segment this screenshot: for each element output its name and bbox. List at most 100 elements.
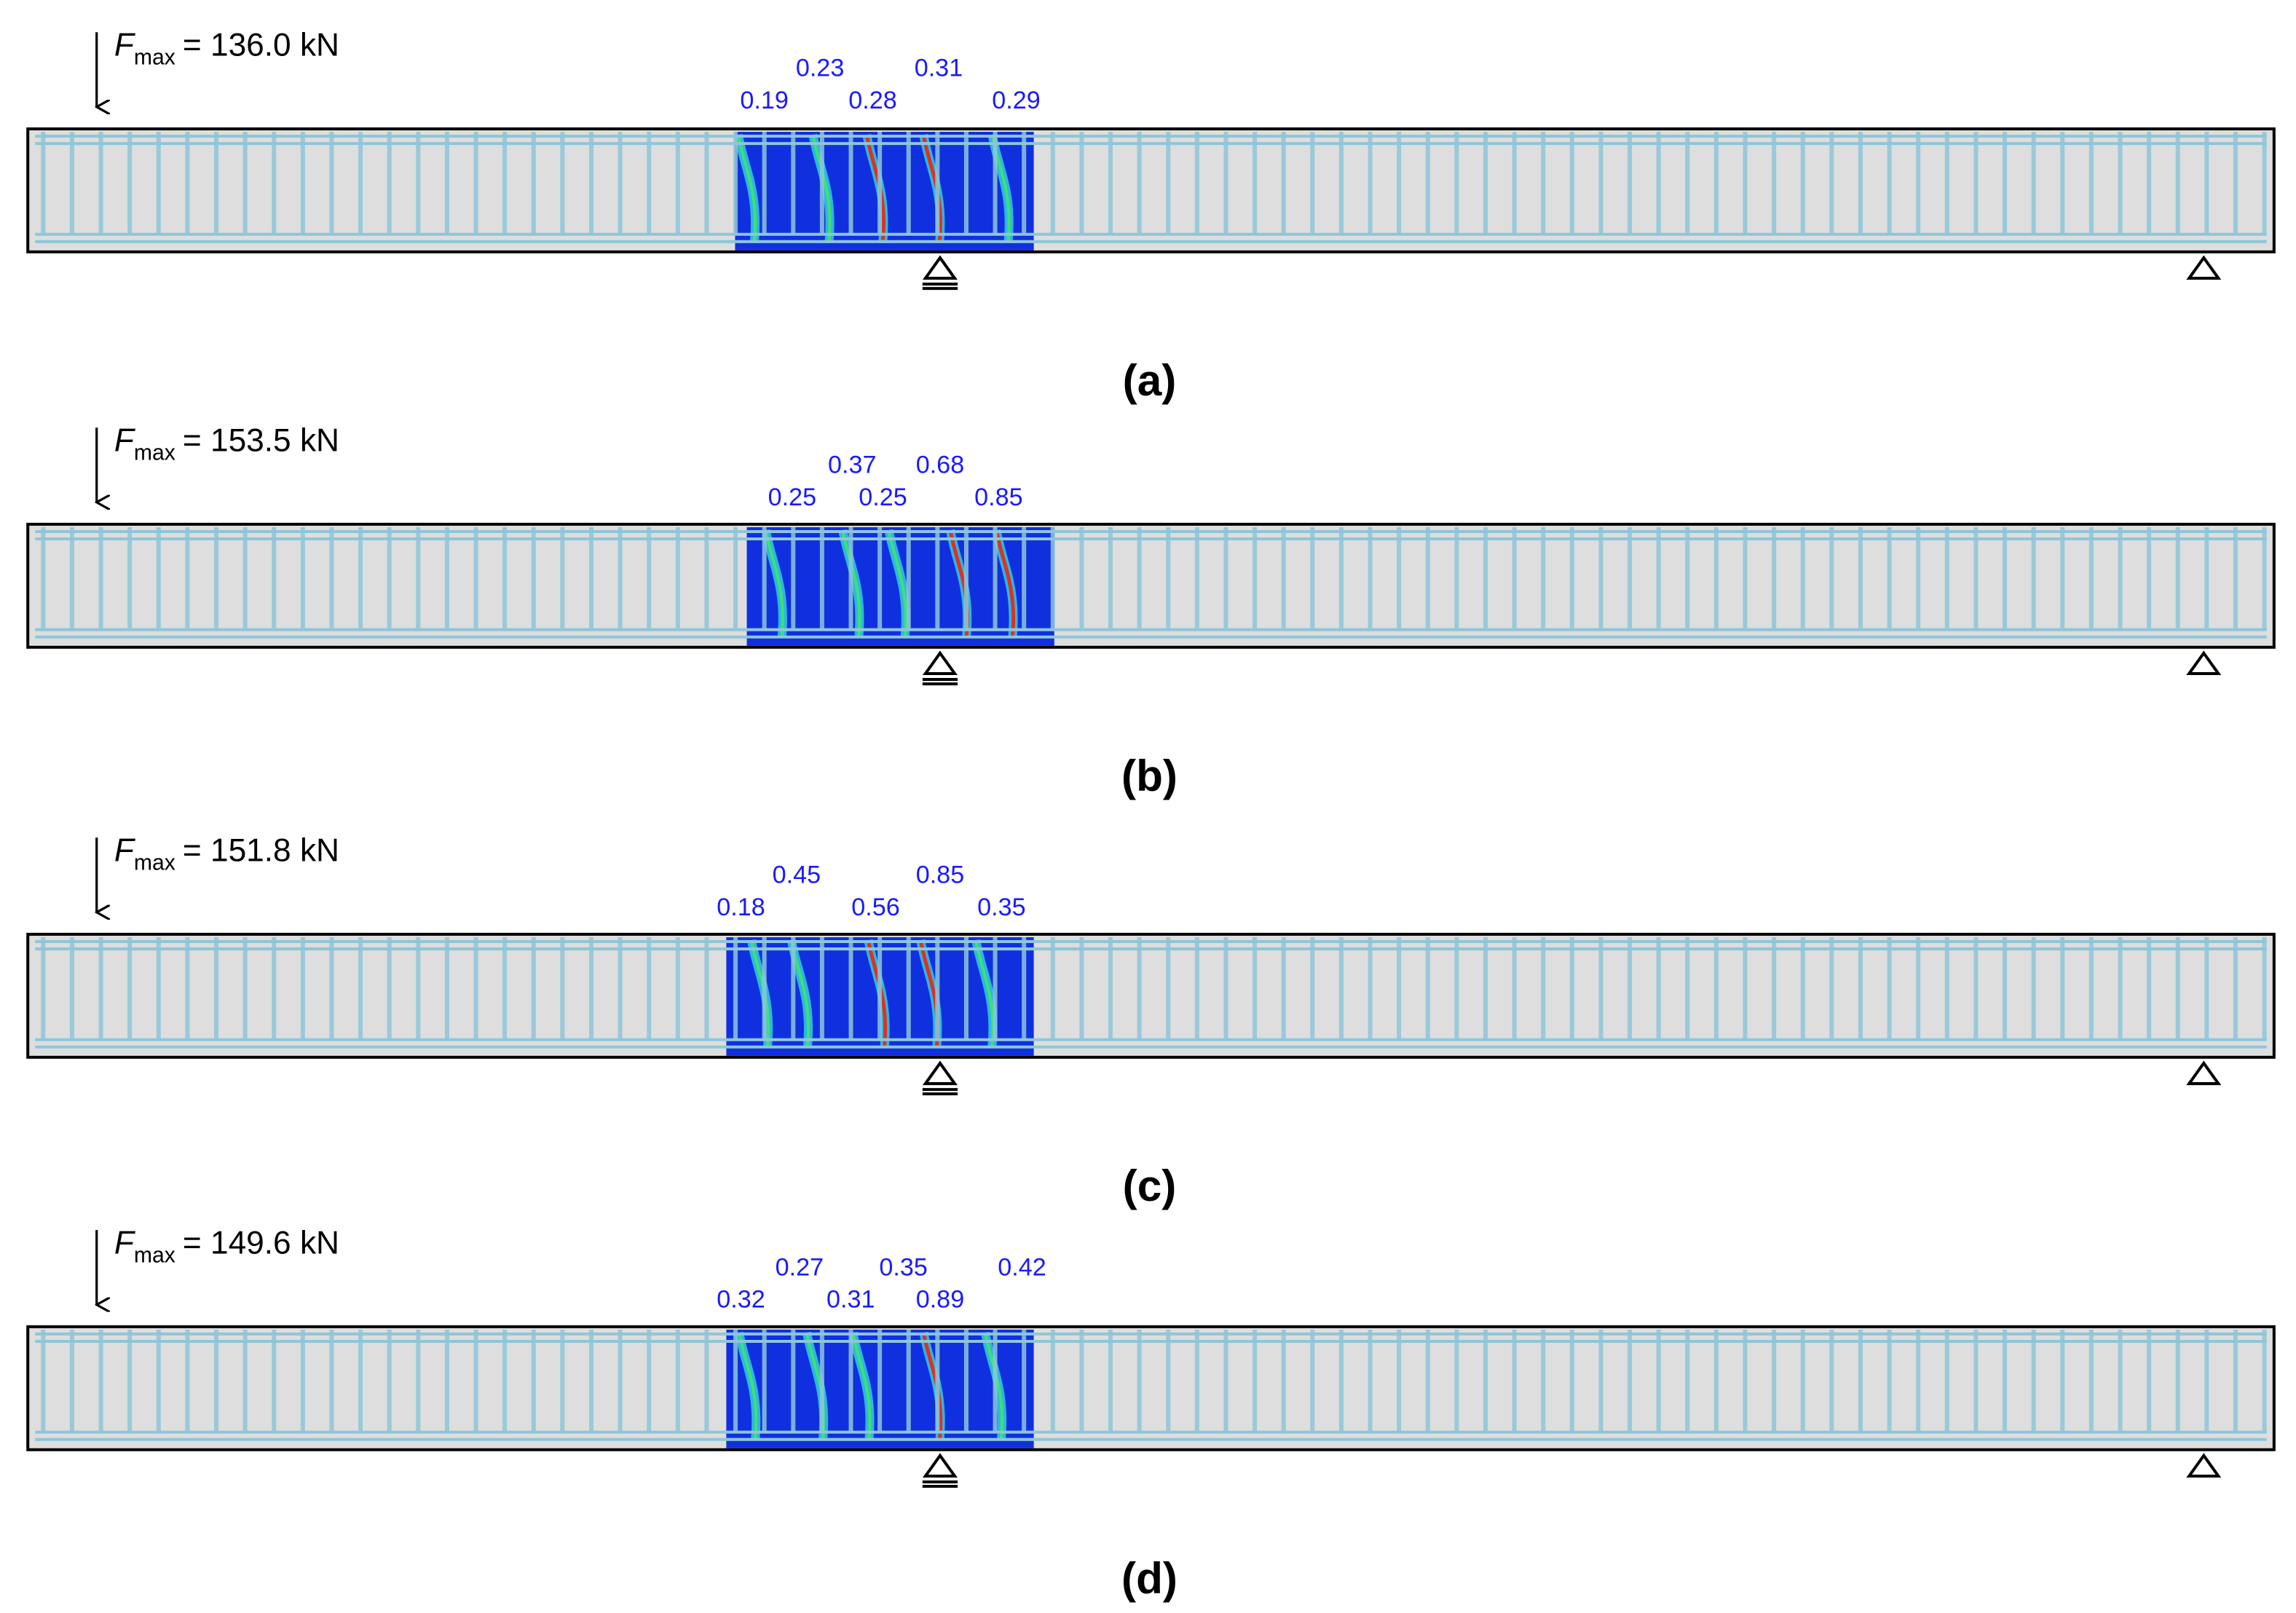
stirrup (387, 1329, 392, 1432)
stirrup (848, 1329, 853, 1432)
stirrup (791, 1329, 796, 1432)
force-label: Fmax = 136.0 kN (114, 27, 339, 69)
stirrup (2175, 1329, 2180, 1432)
stirrup (2147, 132, 2152, 234)
force-symbol: F (114, 27, 136, 63)
force-subscript: max (134, 46, 175, 70)
stirrup (213, 132, 219, 234)
stirrup (560, 527, 565, 630)
stirrup (213, 936, 219, 1040)
stirrup (127, 1329, 133, 1432)
crack-width: 0.85 (916, 861, 965, 889)
stirrup (1512, 936, 1517, 1040)
force-symbol: F (114, 422, 136, 458)
stirrup (242, 1329, 248, 1432)
stirrup (185, 132, 190, 234)
panel: Fmax = 149.6 kN 0.27 0.35 0.42 0.32 0.31 0.89 (d… (26, 1225, 2276, 1603)
stirrup (848, 132, 853, 234)
force-value: = 149.6 kN (183, 1225, 339, 1261)
stirrup (444, 1329, 449, 1432)
stirrup (1598, 1329, 1603, 1432)
stirrup (416, 1329, 421, 1432)
stirrup (819, 1329, 824, 1432)
stirrup (1281, 132, 1286, 234)
stirrup (2233, 132, 2238, 234)
stirrup (762, 132, 767, 234)
stirrup (588, 132, 593, 234)
stirrup (329, 132, 334, 234)
stirrup (963, 132, 968, 234)
force-label: Fmax = 151.8 kN (114, 832, 339, 875)
stirrup (1022, 132, 1027, 234)
stirrup (502, 132, 508, 234)
stirrup (791, 527, 796, 630)
stirrup (1425, 132, 1430, 234)
stirrup (1772, 132, 1777, 234)
stirrup (2060, 1329, 2065, 1432)
stirrup (791, 936, 796, 1040)
stirrup (1916, 527, 1921, 630)
stirrup (647, 132, 652, 234)
stirrup (1743, 936, 1748, 1040)
stirrup (588, 1329, 593, 1432)
stirrup (2031, 527, 2036, 630)
stirrup (675, 527, 680, 630)
panel-label: (b) (1121, 751, 1177, 800)
stirrup (1166, 1329, 1171, 1432)
panel: Fmax = 151.8 kN 0.45 0.85 0.18 0.56 0.35 (c) (26, 832, 2276, 1210)
stirrup (1425, 527, 1430, 630)
crack-core (841, 529, 861, 637)
stirrup (963, 1329, 968, 1432)
stirrup (473, 132, 478, 234)
stirrup (1944, 132, 1949, 234)
stirrup (41, 527, 46, 630)
stirrup (1713, 132, 1719, 234)
stirrup (1829, 936, 1834, 1040)
crack-core (811, 134, 832, 242)
stirrup (1137, 132, 1142, 234)
stirrup (1050, 936, 1055, 1040)
beam-outline (26, 522, 2276, 649)
stirrup (1685, 936, 1690, 1040)
stirrup (1569, 132, 1574, 234)
stirrup (358, 527, 363, 630)
stirrup (1252, 527, 1258, 630)
stirrup (1252, 1329, 1258, 1432)
crack-width: 0.27 (776, 1253, 824, 1281)
stirrup (1800, 936, 1805, 1040)
stirrup (416, 527, 421, 630)
crack-width: 0.85 (974, 484, 1023, 511)
stirrup (156, 527, 161, 630)
stirrup (98, 527, 103, 630)
stirrup (272, 132, 277, 234)
stirrup (1310, 936, 1315, 1040)
stirrup (1397, 527, 1402, 630)
stirrup (906, 132, 911, 234)
stirrup (1743, 132, 1748, 234)
crack-width: 0.29 (992, 87, 1041, 114)
stirrup (2060, 936, 2065, 1040)
crack-core (738, 1332, 758, 1440)
stirrup (1569, 1329, 1574, 1432)
stirrup (2175, 132, 2180, 234)
stirrup (272, 936, 277, 1040)
stirrup (560, 1329, 565, 1432)
stirrup (618, 936, 623, 1040)
stirrup (358, 1329, 363, 1432)
stirrup (935, 132, 940, 234)
stirrup (1022, 527, 1027, 630)
stirrup (1137, 936, 1142, 1040)
stirrup (1858, 132, 1863, 234)
stirrup (1656, 527, 1661, 630)
stirrup (1656, 1329, 1661, 1432)
stirrup (675, 936, 680, 1040)
stirrup (2088, 132, 2094, 234)
stirrup (1713, 527, 1719, 630)
stirrup (1743, 527, 1748, 630)
stirrup (69, 936, 74, 1040)
beam (28, 934, 2274, 1057)
stirrup (1223, 936, 1228, 1040)
stirrup (98, 132, 103, 234)
stirrup (2118, 527, 2123, 630)
stirrup (1800, 1329, 1805, 1432)
